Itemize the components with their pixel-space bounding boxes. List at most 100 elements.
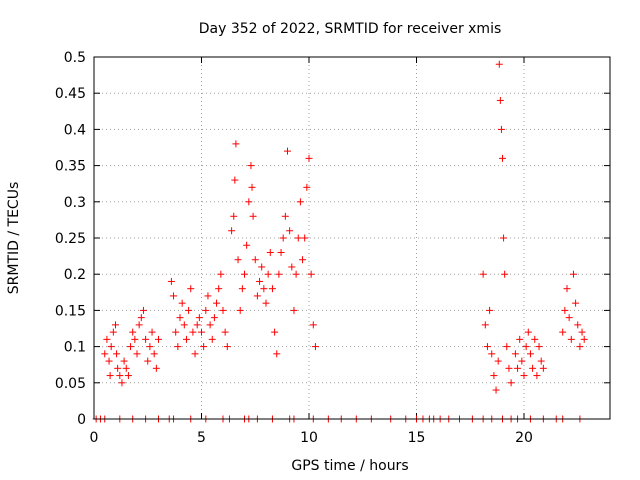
- data-point: [234, 256, 242, 264]
- data-point: [494, 357, 502, 365]
- data-point: [279, 234, 287, 242]
- data-point: [198, 328, 205, 336]
- data-point: [146, 343, 154, 351]
- axis-ticks: [93, 56, 610, 420]
- x-tick-label: 0: [90, 430, 99, 446]
- data-point: [238, 285, 246, 293]
- data-point: [281, 212, 289, 220]
- data-point: [481, 321, 489, 329]
- data-point: [307, 270, 315, 278]
- data-point: [195, 314, 203, 322]
- data-point: [277, 248, 285, 256]
- data-point: [303, 183, 311, 191]
- data-point: [185, 306, 193, 314]
- data-point: [236, 306, 244, 314]
- data-point: [208, 335, 216, 343]
- y-axis-label: SRMTID / TECUs: [6, 182, 22, 295]
- data-point: [189, 328, 197, 336]
- data-point: [139, 306, 147, 314]
- data-point: [531, 335, 539, 343]
- x-tick-label: 20: [515, 430, 533, 446]
- data-point: [514, 364, 522, 372]
- y-tick-label: 0.4: [64, 122, 86, 138]
- data-point: [559, 328, 567, 336]
- data-point: [245, 198, 253, 206]
- data-point: [217, 270, 225, 278]
- data-point: [172, 328, 180, 336]
- data-point: [248, 183, 256, 191]
- data-point: [219, 306, 227, 314]
- data-point: [137, 314, 145, 322]
- data-point: [301, 234, 309, 242]
- data-point: [516, 335, 524, 343]
- data-point: [109, 328, 117, 336]
- data-point: [178, 299, 186, 307]
- data-point: [505, 364, 513, 372]
- gridlines: [94, 57, 610, 419]
- y-tick-label: 0.35: [55, 159, 86, 175]
- data-point: [180, 321, 188, 329]
- data-point: [483, 343, 491, 351]
- x-tick-label: 10: [300, 430, 318, 446]
- data-point: [243, 241, 251, 249]
- data-point: [561, 306, 569, 314]
- x-tick-labels: 0 5 10 15 20: [90, 430, 533, 446]
- y-tick-label: 0.25: [55, 231, 86, 247]
- data-point: [294, 234, 302, 242]
- data-point: [167, 277, 175, 285]
- data-point: [535, 343, 543, 351]
- data-point: [290, 306, 298, 314]
- data-point: [580, 335, 588, 343]
- data-point: [524, 328, 532, 336]
- data-point: [253, 292, 261, 300]
- data-point: [567, 335, 575, 343]
- data-point: [296, 198, 304, 206]
- data-point: [101, 350, 109, 358]
- data-point: [200, 343, 208, 351]
- data-point: [518, 357, 526, 365]
- data-point: [497, 125, 505, 133]
- data-point: [241, 270, 248, 278]
- data-point: [576, 343, 584, 351]
- data-point: [122, 364, 130, 372]
- data-point: [251, 256, 259, 264]
- data-point: [187, 285, 195, 293]
- y-tick-label: 0.1: [64, 340, 86, 356]
- data-point: [124, 372, 132, 380]
- data-point: [286, 227, 294, 235]
- y-tick-label: 0.3: [64, 195, 86, 211]
- data-point: [500, 234, 508, 242]
- data-point: [578, 328, 586, 336]
- data-point: [193, 321, 201, 329]
- data-point: [182, 335, 190, 343]
- data-point: [569, 270, 577, 278]
- data-point: [492, 386, 500, 394]
- data-point: [249, 212, 257, 220]
- data-point: [256, 277, 264, 285]
- y-tick-label: 0.05: [55, 376, 86, 392]
- data-point: [206, 321, 214, 329]
- data-point: [131, 335, 139, 343]
- y-tick-label: 0.15: [55, 303, 86, 319]
- data-points: [92, 60, 588, 423]
- data-point: [496, 96, 504, 104]
- data-point: [501, 270, 509, 278]
- data-point: [305, 154, 313, 162]
- data-point: [176, 314, 184, 322]
- data-point: [135, 321, 143, 329]
- data-point: [273, 350, 281, 358]
- data-point: [268, 285, 276, 293]
- data-point: [170, 292, 178, 300]
- x-tick-label: 15: [408, 430, 426, 446]
- data-point: [144, 357, 152, 365]
- data-point: [142, 335, 150, 343]
- data-point: [520, 372, 528, 380]
- chart-title: Day 352 of 2022, SRMTID for receiver xmi…: [199, 21, 502, 37]
- data-point: [113, 350, 121, 358]
- data-point: [522, 343, 530, 351]
- data-point: [129, 328, 137, 336]
- data-point: [311, 343, 319, 351]
- data-point: [499, 154, 506, 162]
- data-point: [213, 299, 221, 307]
